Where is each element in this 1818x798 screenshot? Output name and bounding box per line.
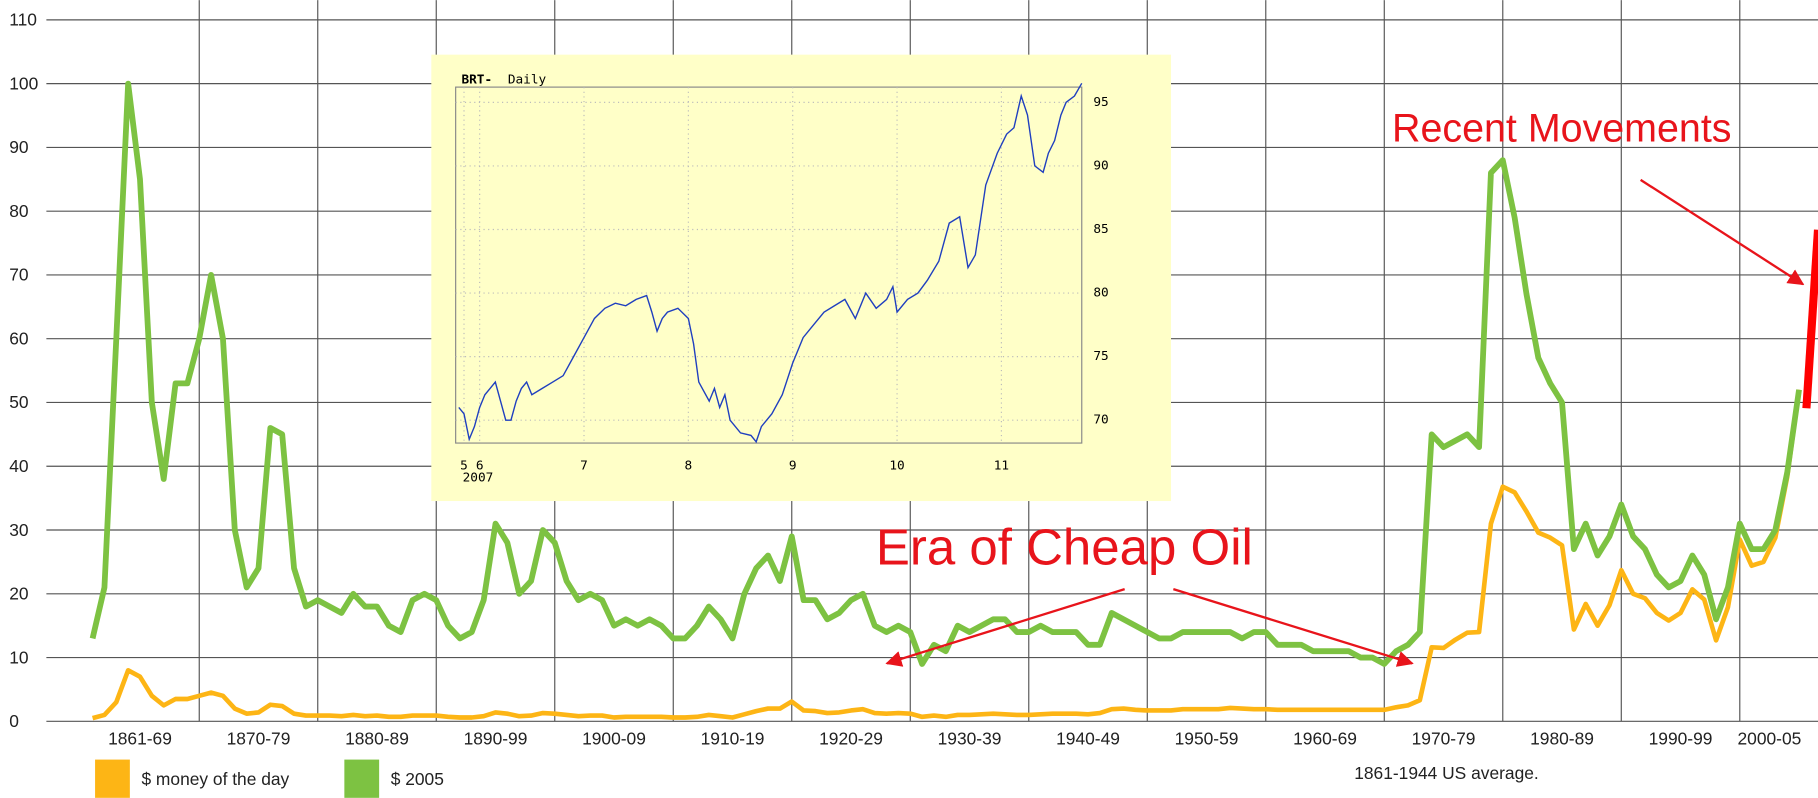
x-tick-label: 1960-69 — [1293, 728, 1357, 748]
y-tick-label: 40 — [9, 456, 28, 476]
arrow — [885, 588, 1126, 667]
legend-label: $ 2005 — [391, 769, 444, 789]
series-line — [91, 389, 1802, 721]
inset-subtitle: Daily — [508, 73, 547, 88]
y-tick-label: 110 — [9, 10, 37, 30]
y-tick-label: 70 — [9, 265, 28, 285]
annotation: Recent Movements — [1392, 107, 1731, 151]
x-tick-label: 11 — [994, 459, 1009, 474]
inset-chart: 70 75 80 85 90 95 5 6 7 8 9 10 11 — [431, 54, 1172, 502]
y-tick-label: 20 — [9, 584, 28, 604]
inset-year: 2007 — [463, 470, 494, 485]
y-tick-label: 10 — [9, 647, 28, 667]
x-tick-label: 8 — [685, 459, 693, 474]
series-line — [458, 82, 1083, 444]
x-tick-label: 1980-89 — [1530, 728, 1594, 748]
series-line — [89, 80, 1802, 667]
y-tick-label: 50 — [9, 392, 28, 412]
x-tick-label: 6 — [476, 459, 484, 474]
x-tick-label: 1880-89 — [345, 728, 409, 748]
arrow — [1639, 178, 1805, 286]
x-tick-label: 1930-39 — [938, 728, 1002, 748]
legend-swatch — [344, 759, 380, 798]
annotation: Era of Cheap Oil — [876, 518, 1253, 575]
x-tick-label: 5 — [460, 459, 468, 474]
arrow — [1173, 588, 1414, 667]
y-tick-label: 90 — [1093, 158, 1108, 173]
legend-label: $ money of the day — [141, 769, 289, 789]
y-tick-label: 80 — [9, 201, 28, 221]
y-tick-label: 70 — [1093, 413, 1108, 428]
recent-movement-line — [1802, 229, 1818, 409]
y-tick-label: 95 — [1093, 95, 1108, 110]
x-tick-label: 7 — [580, 459, 588, 474]
y-tick-label: 60 — [9, 328, 28, 348]
x-tick-label: 1940-49 — [1056, 728, 1120, 748]
y-tick-label: 80 — [1093, 286, 1108, 301]
y-tick-label: 100 — [9, 73, 38, 93]
x-tick-label: 1900-09 — [582, 728, 646, 748]
legend-swatch — [95, 759, 130, 798]
inset-title: BRT- — [461, 73, 492, 88]
y-tick-label: 90 — [9, 137, 28, 157]
note: 1861-1944 US average. — [1354, 763, 1539, 783]
inset-background — [431, 54, 1172, 502]
y-tick-label: 30 — [9, 520, 28, 540]
x-tick-label: 1950-59 — [1175, 728, 1239, 748]
x-tick-label: 1910-19 — [701, 728, 765, 748]
y-tick-label: 85 — [1093, 222, 1108, 237]
x-tick-label: 1870-79 — [227, 728, 291, 748]
x-tick-label: 10 — [889, 459, 904, 474]
y-tick-label: 75 — [1093, 349, 1108, 364]
x-tick-label: 9 — [789, 459, 797, 474]
x-tick-label: 1920-29 — [819, 728, 883, 748]
x-tick-label: 1861-69 — [108, 728, 172, 748]
x-tick-label: 1990-99 — [1649, 728, 1713, 748]
x-tick-label: 2000-05 — [1738, 728, 1802, 748]
x-tick-label: 1970-79 — [1412, 728, 1476, 748]
x-tick-label: 1890-99 — [464, 728, 528, 748]
inset-frame — [455, 86, 1083, 444]
y-tick-label: 0 — [9, 711, 19, 731]
